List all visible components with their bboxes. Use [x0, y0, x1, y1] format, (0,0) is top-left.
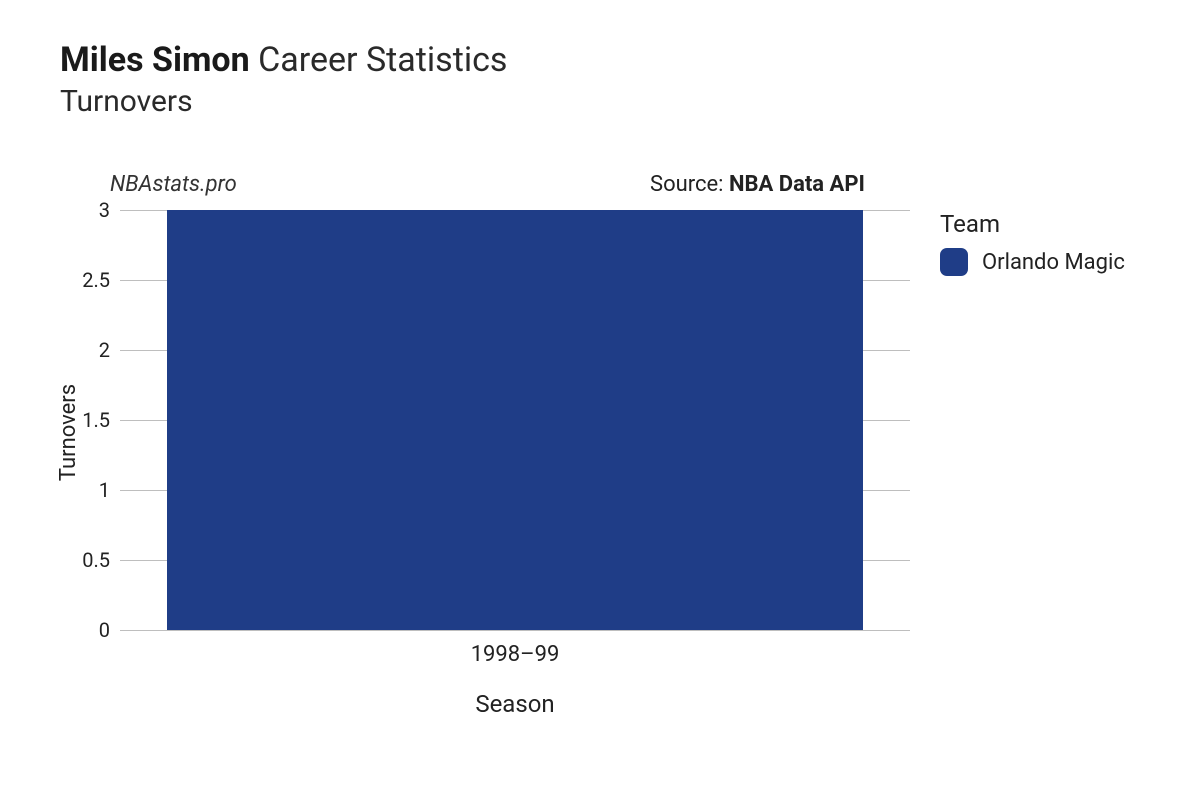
chart-title: Miles Simon Career Statistics: [60, 40, 507, 80]
y-tick-label: 0.5: [82, 548, 120, 572]
chart-title-block: Miles Simon Career Statistics Turnovers: [60, 40, 507, 119]
source-prefix: Source:: [650, 172, 729, 197]
bar: [167, 210, 862, 630]
y-tick-label: 0: [99, 618, 120, 642]
y-tick-label: 2.5: [82, 268, 120, 292]
y-tick-label: 2: [99, 338, 120, 362]
chart-subtitle: Turnovers: [60, 84, 507, 119]
y-tick-label: 1: [99, 478, 120, 502]
source-name: NBA Data API: [729, 172, 865, 197]
legend: Team Orlando Magic: [940, 210, 1125, 276]
y-axis-title: Turnovers: [56, 384, 81, 481]
source-label: Source: NBA Data API: [650, 172, 865, 197]
title-suffix: Career Statistics: [258, 40, 507, 80]
legend-title: Team: [940, 210, 1125, 238]
x-axis-title: Season: [475, 690, 554, 718]
legend-swatch: [940, 248, 968, 276]
legend-label: Orlando Magic: [982, 250, 1125, 275]
plot-area: 00.511.522.531998–99: [120, 210, 910, 630]
y-tick-label: 3: [99, 198, 120, 222]
y-tick-label: 1.5: [82, 408, 120, 432]
legend-item: Orlando Magic: [940, 248, 1125, 276]
player-name: Miles Simon: [60, 40, 250, 80]
watermark-text: NBAstats.pro: [110, 172, 237, 197]
x-tick-label: 1998–99: [471, 630, 560, 667]
